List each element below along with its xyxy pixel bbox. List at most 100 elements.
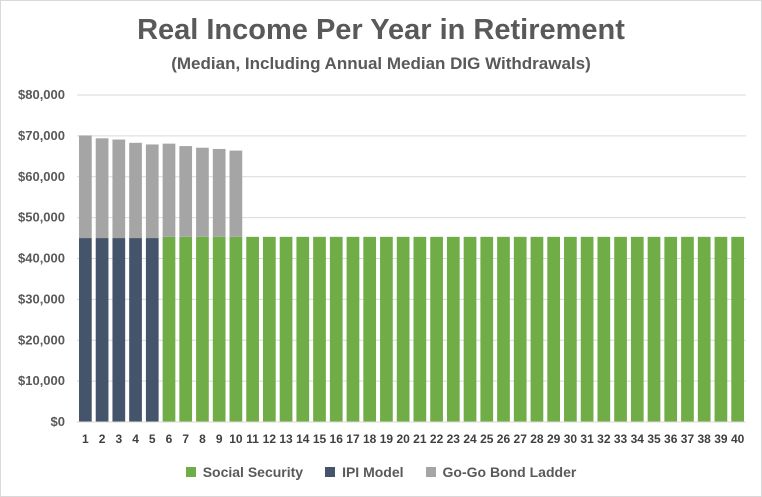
bar-social-security-15 [313, 236, 326, 422]
bar-social-security-38 [697, 236, 711, 422]
bar-social-security-12 [262, 236, 276, 422]
x-tick-label: 16 [330, 432, 344, 446]
x-tick-label: 21 [413, 432, 427, 446]
bar-go-go-bond-ladder-10 [229, 150, 243, 237]
x-tick-label: 27 [514, 432, 528, 446]
bar-social-security-6 [162, 236, 176, 422]
bar-social-security-32 [597, 236, 611, 422]
bar-social-security-20 [396, 236, 410, 422]
x-tick-label: 34 [631, 432, 645, 446]
bar-go-go-bond-ladder-5 [145, 144, 159, 239]
bar-social-security-35 [647, 236, 661, 422]
y-tick-label: $30,000 [18, 291, 65, 306]
y-tick-label: $70,000 [18, 128, 65, 143]
bars [79, 135, 744, 422]
bar-social-security-22 [430, 236, 443, 422]
x-tick-label: 7 [182, 432, 189, 446]
bar-ipi-model-5 [145, 238, 159, 422]
bar-social-security-8 [196, 236, 209, 422]
bar-social-security-34 [630, 236, 644, 422]
legend-item-ipi-model: IPI Model [325, 464, 404, 480]
bar-social-security-30 [564, 236, 577, 422]
x-tick-label: 1 [82, 432, 89, 446]
x-tick-label: 5 [149, 432, 156, 446]
bar-social-security-10 [229, 236, 243, 422]
bar-social-security-33 [614, 236, 627, 422]
bar-social-security-36 [664, 236, 678, 422]
legend-swatch-ipi-model [325, 467, 336, 477]
bar-social-security-17 [346, 236, 360, 422]
x-tick-label: 18 [363, 432, 377, 446]
x-tick-label: 29 [547, 432, 561, 446]
bar-go-go-bond-ladder-1 [79, 135, 92, 239]
bar-social-security-19 [380, 236, 393, 422]
legend-label-go-go-bond-ladder: Go-Go Bond Ladder [442, 464, 577, 480]
x-tick-label: 40 [731, 432, 745, 446]
chart-title: Real Income Per Year in Retirement [137, 14, 625, 46]
x-tick-label: 17 [346, 432, 360, 446]
x-tick-label: 10 [229, 432, 243, 446]
x-tick-label: 31 [580, 432, 594, 446]
bar-go-go-bond-ladder-7 [179, 146, 193, 237]
legend-label-social-security: Social Security [202, 464, 304, 480]
bar-social-security-25 [480, 236, 494, 422]
bar-go-go-bond-ladder-4 [129, 142, 142, 239]
x-tick-label: 3 [115, 432, 122, 446]
x-tick-label: 19 [380, 432, 394, 446]
x-tick-label: 25 [480, 432, 494, 446]
bar-ipi-model-2 [95, 238, 109, 422]
bar-ipi-model-1 [79, 238, 92, 422]
bar-social-security-31 [580, 236, 594, 422]
x-tick-label: 8 [199, 432, 206, 446]
x-tick-label: 9 [216, 432, 223, 446]
y-tick-label: $50,000 [18, 210, 65, 225]
x-tick-label: 14 [296, 432, 310, 446]
x-tick-label: 2 [99, 432, 106, 446]
x-tick-label: 36 [664, 432, 678, 446]
x-tick-label: 35 [647, 432, 661, 446]
x-tick-label: 28 [530, 432, 544, 446]
bar-go-go-bond-ladder-9 [212, 148, 226, 237]
x-tick-label: 6 [166, 432, 173, 446]
legend-item-social-security: Social Security [185, 464, 304, 480]
bar-go-go-bond-ladder-6 [162, 143, 176, 237]
bar-social-security-21 [413, 236, 427, 422]
x-tick-label: 12 [263, 432, 277, 446]
x-tick-label: 37 [681, 432, 695, 446]
y-axis-ticks: $0 $10,000 $20,000 $30,000 $40,000 $50,000 $60… [18, 87, 65, 429]
x-tick-label: 24 [463, 432, 477, 446]
y-tick-label: $40,000 [18, 251, 65, 266]
bar-social-security-24 [463, 236, 477, 422]
legend-swatch-social-security [185, 467, 196, 477]
x-tick-label: 26 [497, 432, 511, 446]
x-tick-label: 20 [396, 432, 410, 446]
bar-social-security-39 [714, 236, 728, 422]
x-tick-label: 11 [246, 432, 259, 446]
chart-subtitle: (Median, Including Annual Median DIG Wit… [171, 54, 591, 73]
bar-social-security-18 [363, 236, 377, 422]
x-tick-label: 33 [614, 432, 628, 446]
bar-social-security-28 [530, 236, 544, 422]
bar-social-security-11 [246, 236, 259, 422]
bar-ipi-model-4 [129, 238, 142, 422]
x-tick-label: 30 [564, 432, 578, 446]
y-tick-label: $20,000 [18, 332, 65, 347]
x-tick-label: 23 [447, 432, 461, 446]
bar-social-security-37 [681, 236, 694, 422]
bar-ipi-model-3 [112, 238, 126, 422]
legend: Social Security IPI Model Go-Go Bond Lad… [0, 464, 762, 480]
bar-social-security-23 [446, 236, 460, 422]
bar-social-security-14 [296, 236, 310, 422]
bar-social-security-26 [497, 236, 510, 422]
bar-go-go-bond-ladder-8 [196, 147, 209, 237]
y-tick-label: $10,000 [18, 373, 65, 388]
x-tick-label: 39 [714, 432, 728, 446]
legend-label-ipi-model: IPI Model [342, 464, 404, 480]
bar-social-security-40 [731, 236, 744, 422]
bar-go-go-bond-ladder-2 [95, 138, 109, 239]
bar-go-go-bond-ladder-3 [112, 139, 126, 239]
x-tick-label: 38 [698, 432, 712, 446]
legend-swatch-go-go-bond-ladder [425, 467, 436, 477]
bar-social-security-13 [279, 236, 293, 422]
